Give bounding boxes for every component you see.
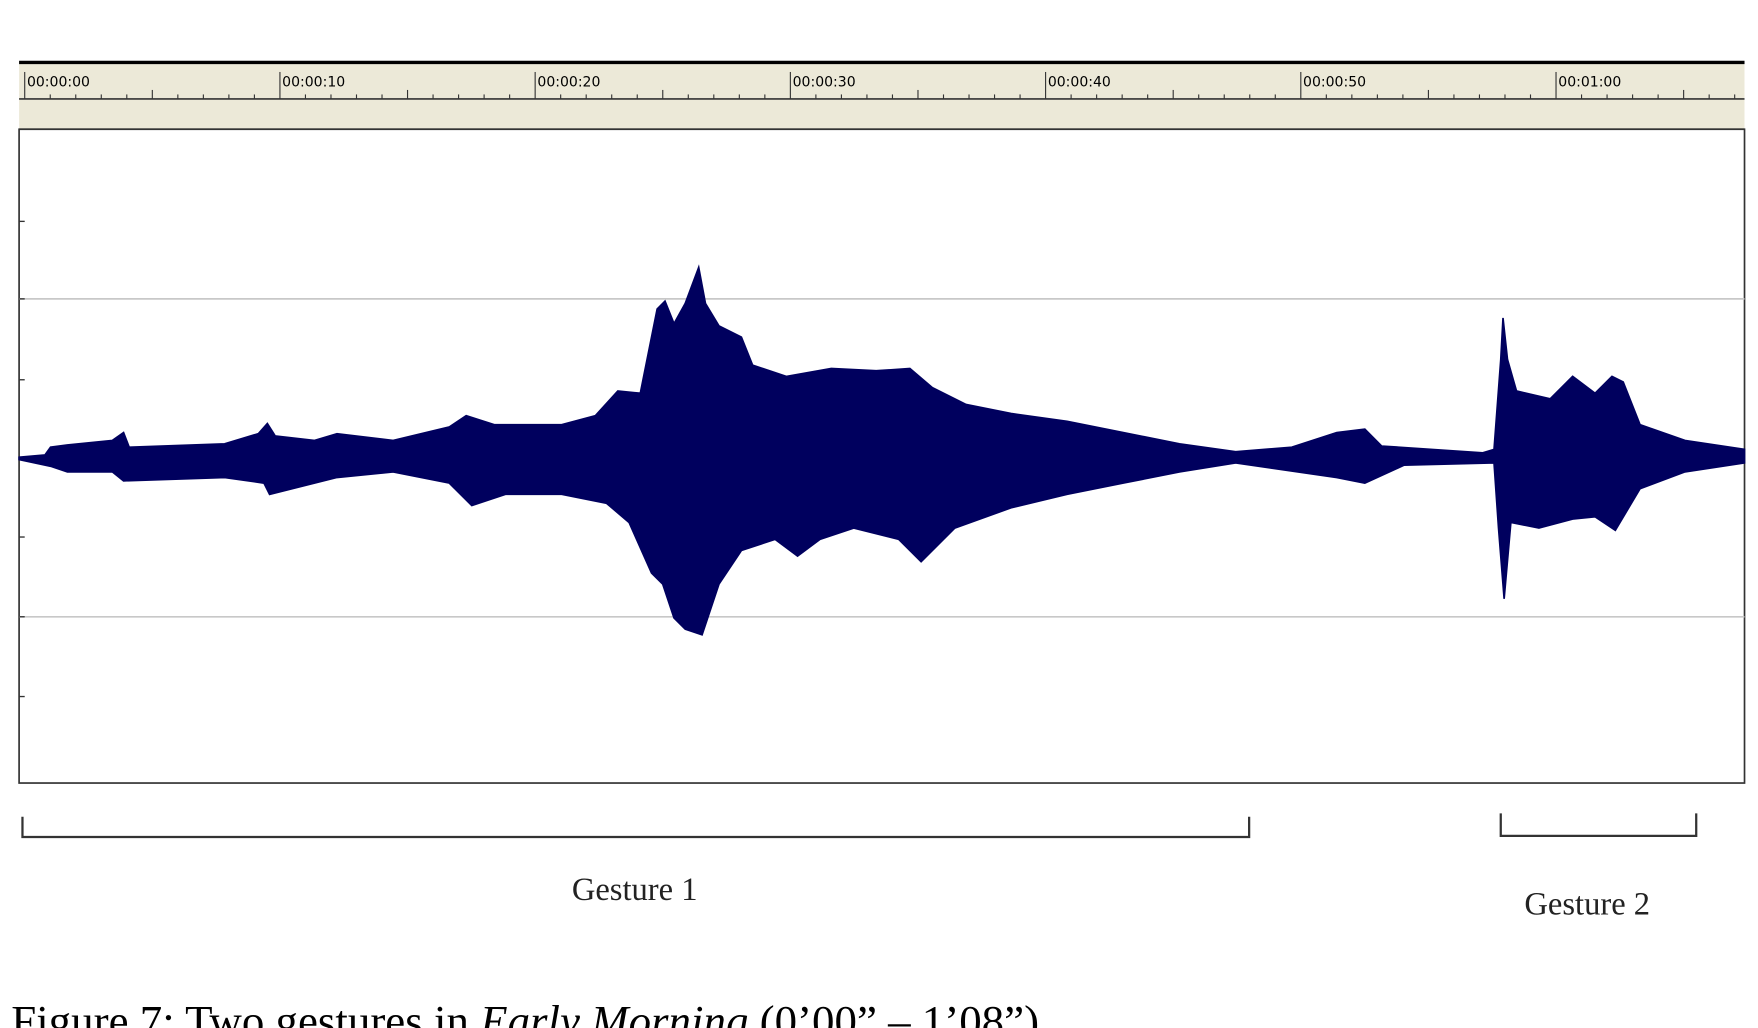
ruler-label: 00:00:40 [1048, 75, 1111, 91]
caption: Figure 7: Two gestures in Early Morning … [11, 996, 1039, 1028]
caption-prefix: Figure 7: Two gestures in [11, 996, 480, 1028]
gesture-bracket [1499, 813, 1698, 837]
gesture-label: Gesture 2 [1524, 886, 1650, 922]
caption-suffix: (0’00” – 1’08”) [748, 996, 1039, 1028]
ruler-label: 00:00:30 [793, 75, 856, 91]
ruler-ticks: 00:00:00 00:00:10 00:00:20 00:00:30 00:00:40… [24, 71, 1736, 99]
ruler-label: 00:00:10 [282, 75, 345, 91]
gesture-bracket [21, 816, 1251, 839]
ruler-label: 00:00:20 [537, 75, 600, 91]
ruler-label: 00:00:00 [27, 75, 90, 91]
gesture-label: Gesture 1 [572, 872, 698, 908]
ruler-label: 00:00:50 [1303, 75, 1366, 91]
waveform [18, 264, 1746, 636]
caption-title: Early Morning [479, 996, 748, 1028]
ruler-label: 00:01:00 [1558, 75, 1621, 91]
ruler [19, 61, 1745, 130]
